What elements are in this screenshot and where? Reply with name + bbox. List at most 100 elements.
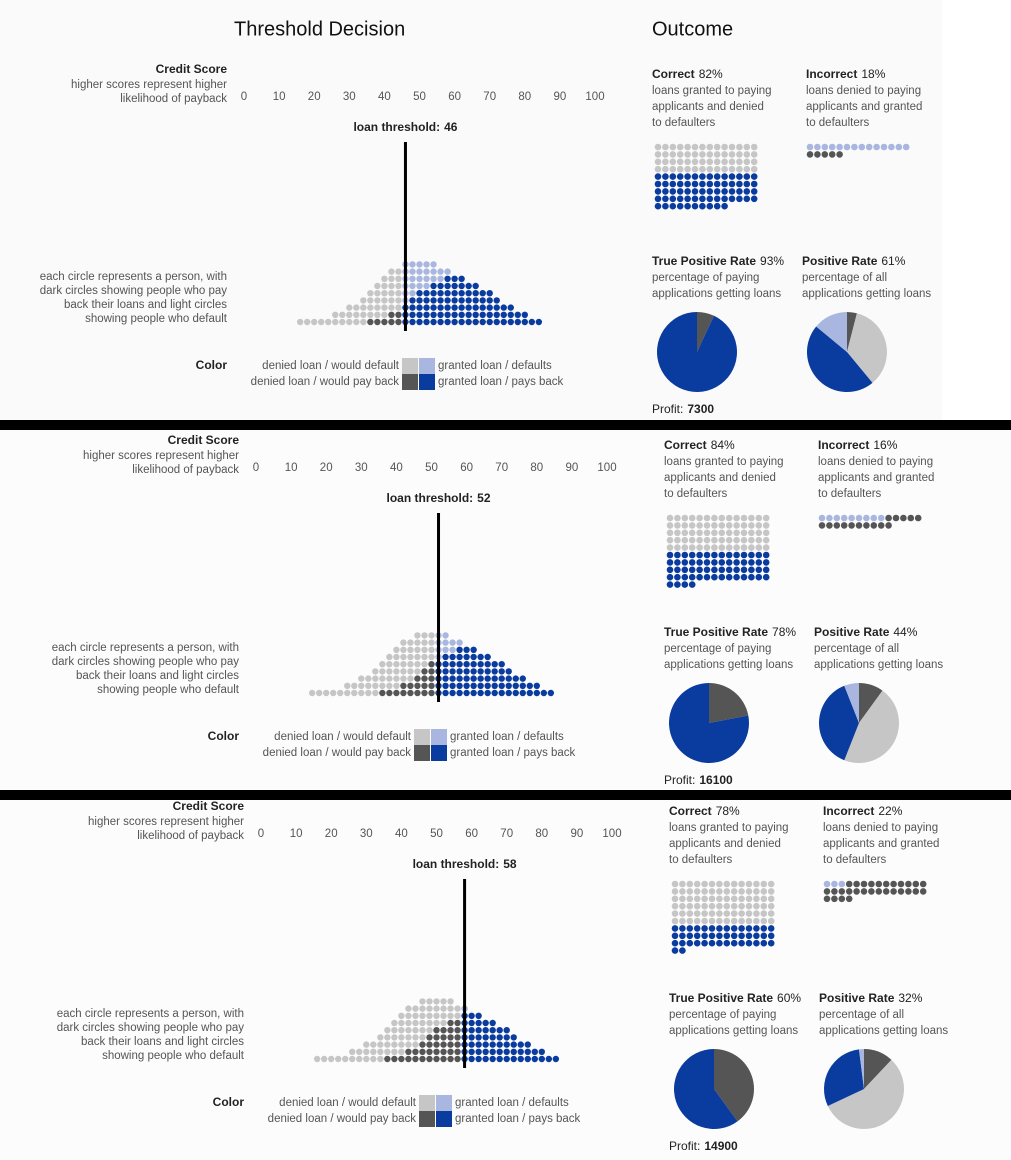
metric-desc: applicants and denied [669, 838, 781, 850]
person-dot [414, 661, 421, 668]
person-dot [470, 661, 477, 668]
person-dot [463, 661, 470, 668]
person-dot [428, 639, 435, 646]
metric-rate: 22% [878, 804, 902, 818]
waffle-dot [676, 180, 684, 188]
waffle-dot [755, 514, 763, 522]
person-dot [440, 1027, 447, 1034]
waffle-dot [723, 932, 731, 940]
person-dot [465, 304, 472, 311]
metric-desc: to defaulters [818, 488, 882, 500]
waffle-dot [662, 173, 669, 180]
legend-swatch [419, 1111, 435, 1127]
person-dot [416, 282, 423, 290]
person-dot [367, 297, 374, 304]
waffle-dot [762, 559, 770, 566]
waffle-dot [688, 529, 696, 537]
person-dot [526, 689, 533, 697]
waffle-dot [688, 514, 696, 522]
legend-label: granted loan / defaults [450, 731, 564, 743]
person-dot [486, 318, 493, 326]
waffle-dot [654, 143, 662, 151]
waffle-dot [679, 888, 686, 895]
person-dot [423, 261, 430, 268]
person-dot [388, 275, 395, 282]
waffle-dot [725, 514, 733, 522]
waffle-dot [740, 529, 748, 537]
person-dot [475, 1055, 482, 1063]
person-dot [370, 1041, 377, 1048]
person-dot [398, 1041, 405, 1048]
waffle-dot [686, 880, 694, 888]
x-tick-label: 100 [585, 91, 604, 103]
person-dot [533, 689, 540, 697]
waffle-dot [895, 143, 903, 151]
waffle-dot [836, 151, 843, 158]
person-dot [419, 1034, 426, 1041]
person-dot [484, 661, 491, 668]
waffle-dot [721, 165, 728, 173]
waffle-dot [745, 932, 753, 940]
waffle-dot [686, 925, 694, 932]
person-dot [381, 290, 388, 297]
waffle-dot [831, 880, 838, 888]
person-dot [538, 1055, 545, 1063]
waffle-dot [745, 925, 753, 932]
waffle-dot [703, 536, 711, 544]
waffle-dot [721, 188, 728, 195]
waffle-dot [728, 173, 736, 180]
person-dot [475, 1048, 482, 1056]
metric-heading: Correct 84% [664, 438, 735, 452]
waffle-dot [654, 180, 662, 188]
waffle-dot [666, 536, 674, 544]
person-dot [395, 282, 402, 290]
person-dot [414, 675, 421, 682]
person-dot [463, 668, 470, 675]
person-dot [409, 290, 416, 297]
person-dot [486, 304, 493, 311]
waffle-dot [760, 925, 768, 932]
legend-swatch [414, 745, 430, 761]
person-dot [423, 290, 430, 297]
person-dot [440, 1005, 447, 1012]
person-dot [510, 1048, 517, 1056]
person-dot [482, 1034, 489, 1041]
person-dot [442, 646, 449, 653]
person-dot [428, 668, 435, 675]
person-dot [400, 675, 407, 682]
waffle-dot [674, 514, 681, 522]
person-dot [414, 682, 421, 689]
waffle-dot [684, 180, 691, 188]
person-dot [458, 290, 465, 297]
waffle-dot [748, 573, 755, 581]
waffle-dot [725, 529, 733, 537]
waffle-dot [882, 880, 890, 888]
profit: Profit: 14900 [669, 1139, 738, 1153]
person-dot [505, 675, 512, 682]
waffle-dot [762, 566, 770, 574]
credit-desc: higher scores represent higher [83, 450, 239, 462]
waffle-dot [892, 514, 900, 522]
person-dot [472, 282, 479, 290]
waffle-dot [706, 165, 714, 173]
person-dot [372, 668, 379, 675]
waffle-dot [721, 195, 728, 203]
waffle-dot [708, 880, 716, 888]
waffle-dot [691, 165, 699, 173]
waffle-dot [696, 529, 703, 537]
person-dot [419, 1041, 426, 1048]
person-dot [451, 318, 458, 326]
person-dot [463, 689, 470, 697]
waffle-dot [845, 880, 853, 888]
waffle-dot [669, 151, 677, 158]
person-dot [391, 1027, 398, 1034]
person-dot [444, 297, 451, 304]
waffle-dot [762, 514, 770, 522]
waffle-dot [740, 573, 748, 581]
person-dot [421, 661, 428, 668]
person-dot [484, 682, 491, 689]
circle-desc: dark circles showing people who pay [57, 1022, 245, 1034]
pie-slice [669, 683, 750, 764]
waffle-dot [701, 917, 708, 925]
waffle-dot [693, 902, 701, 910]
